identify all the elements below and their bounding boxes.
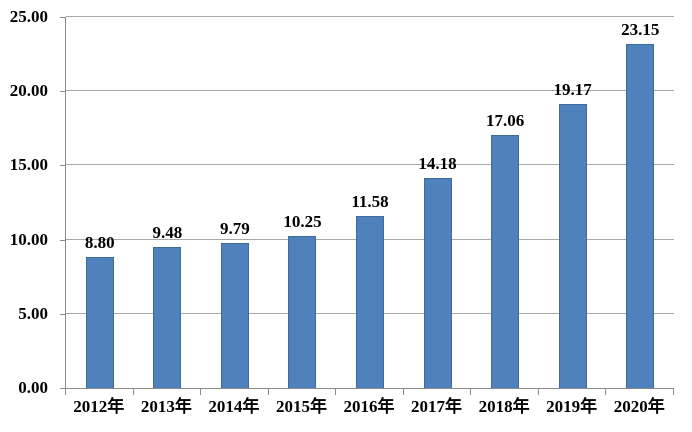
x-axis-label: 2020年 (613, 397, 665, 416)
y-axis-tick (60, 165, 65, 167)
y-tick-label: 20.00 (9, 81, 48, 101)
x-axis-tick (335, 389, 337, 395)
x-axis-tick (267, 389, 269, 395)
bar-value-label: 17.06 (485, 110, 525, 130)
y-tick-label: 25.00 (9, 7, 48, 26)
bar-value-label: 23.15 (621, 20, 660, 40)
bar (491, 134, 520, 388)
x-axis-tick (402, 389, 404, 395)
bar (626, 44, 655, 388)
gridline (66, 164, 674, 166)
x-axis-tick (65, 389, 66, 395)
x-axis-label: 2016年 (343, 397, 395, 416)
bar-value-label: 14.18 (418, 153, 457, 173)
bar (220, 242, 249, 388)
x-axis-tick (537, 389, 539, 395)
x-axis-tick (200, 389, 202, 395)
x-axis-label: 2018年 (478, 397, 530, 416)
x-axis-label: 2012年 (73, 397, 125, 416)
bar-value-label: 10.25 (283, 211, 322, 231)
bar (356, 216, 384, 388)
y-tick-label: 0.00 (18, 378, 48, 397)
bar-value-label: 19.17 (553, 79, 592, 99)
bar (85, 257, 114, 388)
y-tick-label: 15.00 (9, 155, 48, 175)
x-axis-tick (132, 389, 134, 395)
bar-value-label: 8.80 (84, 233, 115, 253)
y-axis-tick (60, 91, 65, 93)
bar-value-label: 11.58 (351, 192, 389, 212)
x-axis-tick (605, 389, 607, 395)
bars-layer: 8.80 9.48 9.79 10.25 11.58 14.18 17.06 19.17 23.… (66, 17, 674, 388)
y-axis-tick (60, 388, 65, 389)
x-axis-label: 2014年 (208, 397, 260, 416)
y-tick-label: 10.00 (9, 229, 48, 249)
x-axis-label: 2019年 (546, 397, 598, 416)
gridline (66, 16, 674, 17)
x-axis-label: 2015年 (275, 397, 327, 416)
x-axis-label: 2017年 (411, 397, 463, 416)
x-axis-tick (673, 389, 674, 395)
x-axis-label: 2013年 (140, 397, 192, 416)
bar (423, 177, 452, 388)
y-axis-tick (60, 17, 65, 18)
bar (153, 247, 182, 388)
bar-value-label: 9.48 (152, 223, 183, 243)
x-axis-tick (470, 389, 472, 395)
plot-area: 8.80 9.48 9.79 10.25 11.58 14.18 17.06 19.17 23.… (65, 16, 674, 389)
y-tick-label: 5.00 (18, 303, 48, 323)
bar (288, 235, 317, 388)
gridline (66, 90, 674, 92)
y-axis-tick (60, 239, 65, 241)
y-axis-tick (60, 313, 65, 315)
bar-value-label: 9.79 (220, 218, 250, 238)
bar (558, 103, 587, 388)
